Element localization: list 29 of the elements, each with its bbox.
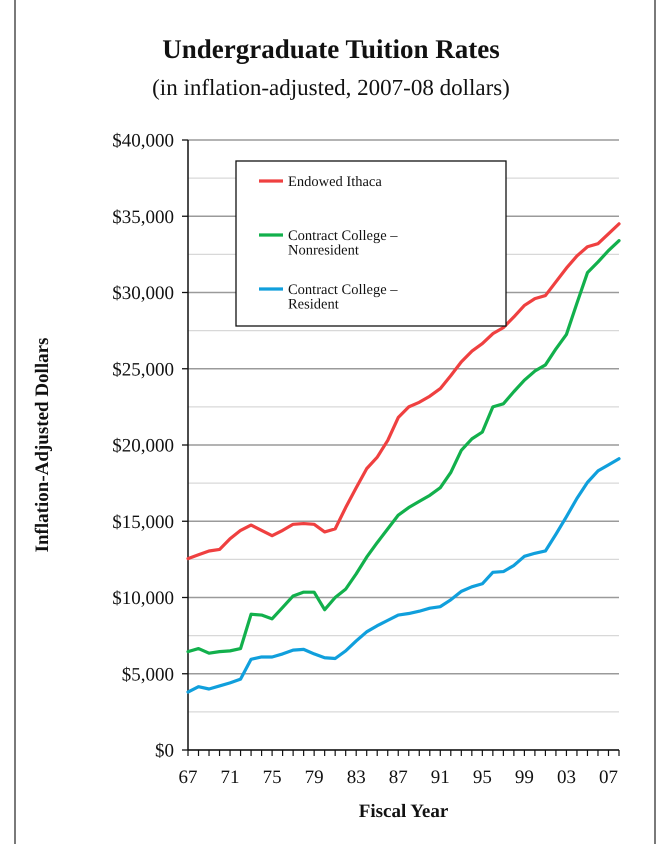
x-tick-label: 03 xyxy=(556,767,576,788)
chart-title: Undergraduate Tuition Rates xyxy=(162,34,500,64)
y-tick-label: $20,000 xyxy=(112,436,174,457)
chart-subtitle: (in inflation-adjusted, 2007-08 dollars) xyxy=(152,75,510,100)
x-tick-label: 83 xyxy=(346,767,366,788)
y-tick-label: $15,000 xyxy=(112,512,174,533)
y-tick-label: $5,000 xyxy=(122,664,174,686)
y-axis-title: Inflation-Adjusted Dollars xyxy=(32,338,53,552)
x-tick-label: 95 xyxy=(472,767,492,788)
x-tick-label: 07 xyxy=(598,767,618,788)
line-series xyxy=(186,222,621,560)
y-tick-label: $25,000 xyxy=(112,359,174,380)
legend-label: Contract College – Resident xyxy=(288,282,398,313)
x-axis-title: Fiscal Year xyxy=(358,801,449,822)
x-tick-label: 91 xyxy=(430,767,450,788)
legend-label: Endowed Ithaca xyxy=(288,174,382,190)
y-tick-label: $0 xyxy=(155,740,174,762)
x-tick-label: 87 xyxy=(388,767,408,788)
line-series xyxy=(186,457,621,694)
y-tick-label: $30,000 xyxy=(112,283,174,304)
y-tick-label: $10,000 xyxy=(112,588,174,610)
y-tick-label: $40,000 xyxy=(112,130,174,152)
x-tick-label: 67 xyxy=(178,767,198,788)
x-tick-label: 75 xyxy=(262,767,282,788)
legend-label: Contract College – Nonresident xyxy=(288,228,398,259)
x-tick-label: 99 xyxy=(514,767,534,788)
x-tick-label: 79 xyxy=(304,767,324,788)
x-tick-label: 71 xyxy=(220,767,240,788)
y-tick-label: $35,000 xyxy=(112,206,174,228)
